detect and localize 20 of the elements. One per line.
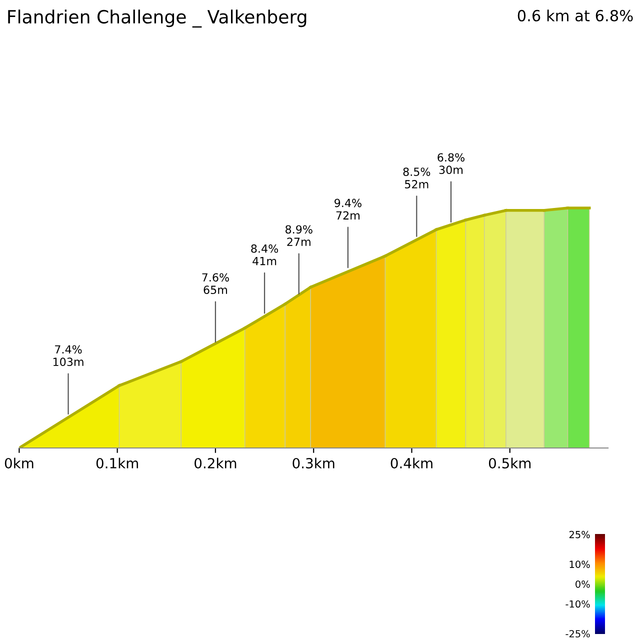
annotation: 7.6% 65m [202, 273, 229, 294]
x-tick-label: 0.5km [488, 458, 531, 468]
x-tick-label: 0.2km [194, 458, 236, 468]
annotation: 9.4% 72m [334, 198, 362, 220]
annotation: 8.5% 52m [403, 168, 430, 188]
color-bar-label: -10% [566, 600, 590, 608]
x-tick-label: 0.4km [390, 458, 432, 468]
x-tick-label: 0.3km [292, 458, 334, 468]
color-bar-label: 10% [570, 560, 590, 568]
color-bar-label: 0% [576, 580, 590, 588]
color-bar-label: 25% [569, 530, 590, 538]
chart-subtitle: 0.6 km at 6.8% [518, 10, 633, 22]
annotation: 8.9% 27m [286, 225, 312, 246]
annotation: 6.8% 30m [438, 153, 464, 174]
color-bar-label: -25% [566, 630, 590, 638]
annotation: 7.4% 103m [53, 345, 84, 366]
x-tick-label: 0.1km [96, 458, 138, 468]
x-tick-label: 0km [4, 458, 34, 468]
annotation: 8.4% 41m [251, 244, 278, 266]
chart-title: Flandrien Challenge _ Valkenberg [8, 10, 306, 28]
